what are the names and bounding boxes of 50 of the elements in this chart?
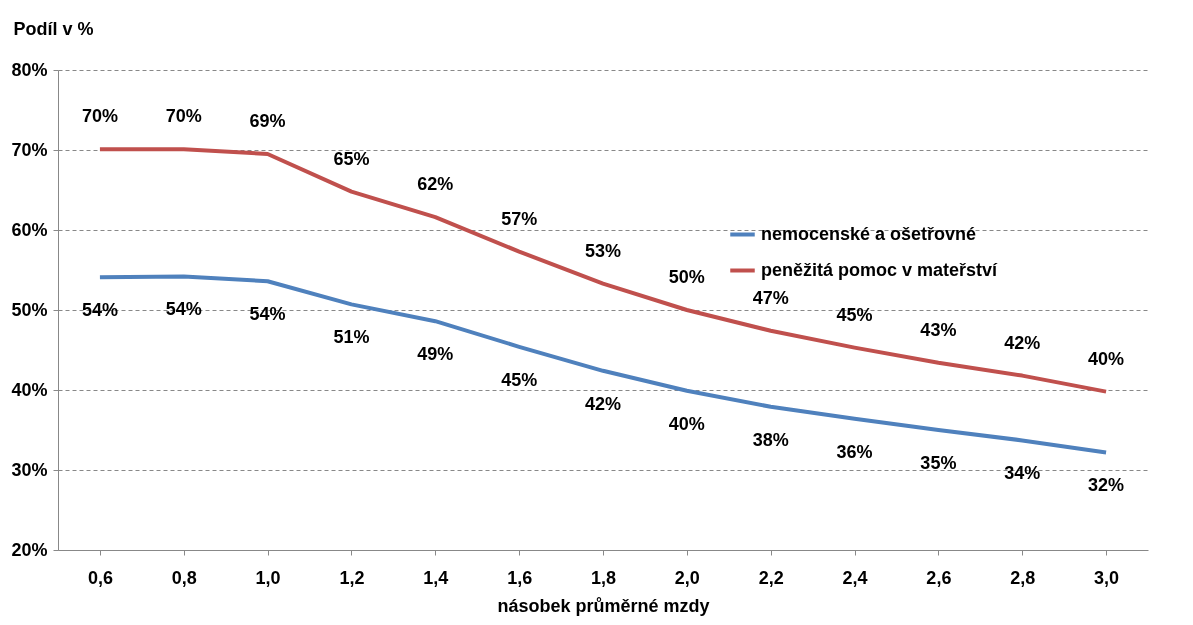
data-label: 57% xyxy=(501,208,538,229)
x-tick-label: 2,0 xyxy=(674,567,700,588)
x-tick-label: 2,8 xyxy=(1010,567,1036,588)
x-tick-label: 1,6 xyxy=(507,567,533,588)
y-tick-label: 50% xyxy=(11,299,48,320)
data-label: 69% xyxy=(249,111,286,131)
data-label: 40% xyxy=(1088,348,1125,369)
x-tick-label: 2,2 xyxy=(758,567,784,588)
data-label: 54% xyxy=(249,304,286,325)
data-label: 32% xyxy=(1088,475,1125,496)
data-label: 45% xyxy=(501,369,538,390)
x-tick-label: 1,4 xyxy=(423,567,449,588)
x-tick-label: 2,6 xyxy=(926,567,952,588)
x-axis-title: násobek průměrné mzdy xyxy=(497,595,710,616)
x-tick-label: 3,0 xyxy=(1094,567,1120,588)
data-label: 54% xyxy=(81,300,118,321)
data-label: 45% xyxy=(836,304,873,325)
y-tick-label: 30% xyxy=(11,459,48,480)
data-label: 40% xyxy=(668,413,705,434)
data-label: 65% xyxy=(333,148,370,169)
data-label: 62% xyxy=(417,174,454,195)
data-label: 50% xyxy=(668,267,705,287)
y-tick-label: 70% xyxy=(11,139,48,160)
data-label: 42% xyxy=(1004,332,1041,353)
legend-label: peněžitá pomoc v mateřství xyxy=(761,259,999,280)
x-tick-label: 0,6 xyxy=(87,567,113,588)
data-label: 49% xyxy=(417,344,454,365)
x-tick-label: 1,0 xyxy=(255,567,281,588)
data-label: 47% xyxy=(752,287,789,308)
x-tick-label: 1,2 xyxy=(339,567,365,588)
data-label: 70% xyxy=(81,106,118,127)
y-tick-label: 80% xyxy=(11,59,48,80)
data-label: 53% xyxy=(584,240,622,261)
data-label: 38% xyxy=(752,429,789,450)
data-label: 36% xyxy=(836,441,873,462)
y-axis-title: Podíl v % xyxy=(13,18,94,39)
x-tick-label: 1,8 xyxy=(590,567,617,588)
data-label: 34% xyxy=(1004,463,1041,484)
data-label: 35% xyxy=(920,453,957,473)
data-label: 43% xyxy=(920,319,957,340)
y-tick-label: 60% xyxy=(11,219,48,240)
data-label: 51% xyxy=(333,327,370,348)
x-tick-label: 0,8 xyxy=(171,567,197,588)
data-label: 54% xyxy=(165,299,202,320)
y-tick-label: 40% xyxy=(11,379,48,400)
legend-label: nemocenské a ošetřovné xyxy=(761,223,977,244)
x-tick-label: 2,4 xyxy=(842,567,868,588)
y-tick-label: 20% xyxy=(11,539,48,560)
data-label: 42% xyxy=(584,393,622,414)
data-label: 70% xyxy=(165,106,202,127)
